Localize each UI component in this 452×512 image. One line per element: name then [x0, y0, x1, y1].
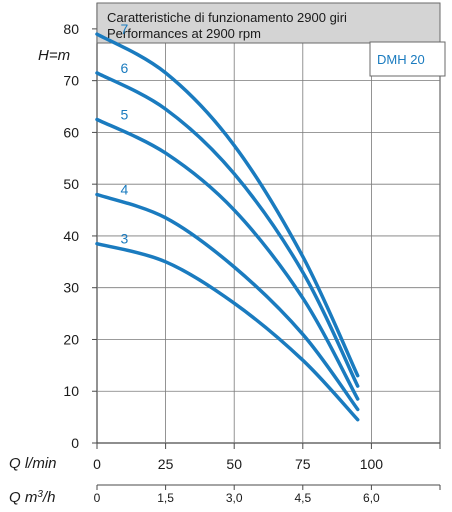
x-tick-label-3: 75	[295, 456, 311, 472]
curve-7	[95, 32, 360, 378]
curve-4	[95, 192, 360, 412]
curve-6	[95, 71, 360, 388]
x-axis-label-primary: Q l/min	[9, 455, 57, 472]
x-tick-label-4: 100	[360, 456, 384, 472]
chart-title-line1: Caratteristiche di funzionamento 2900 gi…	[107, 10, 347, 25]
x-tick-label-1: 25	[158, 456, 174, 472]
curve-label-7: 7	[121, 21, 129, 37]
y-tick-label-1: 10	[63, 383, 79, 399]
y-tick-label-5: 50	[63, 176, 79, 192]
y-tick-label-4: 40	[63, 228, 79, 244]
axis-ticks	[92, 28, 441, 490]
x-tick-label-0: 0	[93, 456, 101, 472]
curve-label-4: 4	[121, 182, 129, 198]
x-tick-label-2: 50	[226, 456, 242, 472]
model-box	[369, 41, 446, 77]
x2-tick-label-2: 3,0	[226, 491, 243, 505]
x2-tick-label-3: 4,5	[294, 491, 311, 505]
curve-label-6: 6	[121, 60, 129, 76]
y-tick-label-8: 80	[63, 21, 79, 37]
y-tick-label-7: 70	[63, 73, 79, 89]
title-box	[96, 2, 441, 44]
curve-label-5: 5	[121, 106, 129, 122]
y-axis-label: H=m	[38, 47, 70, 64]
y-tick-label-3: 30	[63, 280, 79, 296]
x2-tick-label-4: 6,0	[363, 491, 380, 505]
y-tick-label-0: 0	[71, 435, 79, 451]
x-axis-label-secondary: Q m3/h	[9, 489, 55, 507]
model-label: DMH 20	[377, 52, 425, 67]
x2-tick-label-1: 1,5	[157, 491, 174, 505]
curve-label-3: 3	[121, 231, 129, 247]
curve-5	[95, 117, 360, 401]
y-tick-label-2: 20	[63, 331, 79, 347]
curves	[95, 32, 360, 422]
x2-tick-label-0: 0	[94, 491, 101, 505]
y-tick-label-6: 60	[63, 124, 79, 140]
curve-labels: 3 4 5 6 7	[121, 21, 129, 247]
chart-title-line2: Performances at 2900 rpm	[107, 26, 261, 41]
curve-3	[95, 241, 360, 422]
